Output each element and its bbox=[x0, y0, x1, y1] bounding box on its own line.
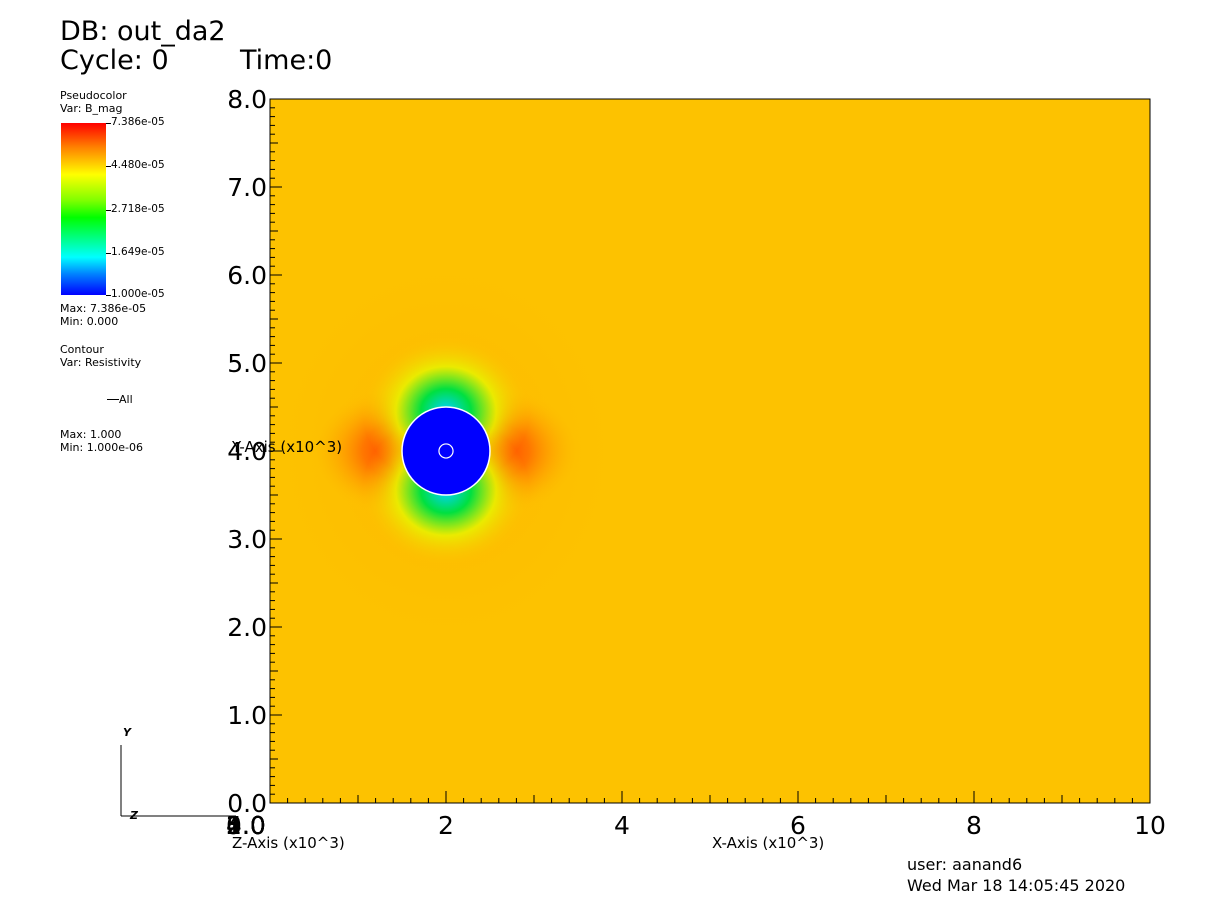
y-tick-label: 8.0 bbox=[227, 85, 267, 114]
y-tick-label: 5.0 bbox=[227, 349, 267, 378]
y-axis-label: Y-Axis (x10^3) bbox=[231, 438, 342, 456]
cycle-label: Cycle: 0 bbox=[60, 45, 169, 76]
pseudocolor-min: Min: 0.000 bbox=[60, 315, 119, 328]
y-tick-label: 1.0 bbox=[227, 701, 267, 730]
colorbar-tick-label: 4.480e-05 bbox=[111, 159, 165, 171]
y-tick-label: 4.0 bbox=[227, 437, 267, 466]
colorbar-tick bbox=[106, 166, 111, 167]
y-tick-label: 0.0 bbox=[227, 789, 267, 818]
triad-z-label: Z bbox=[130, 809, 138, 822]
x-axis-label: X-Axis (x10^3) bbox=[712, 834, 824, 852]
colorbar-tick-label: 7.386e-05 bbox=[111, 116, 165, 128]
colorbar-tick-label: 1.000e-05 bbox=[111, 288, 165, 300]
colorbar-tick-label: 1.649e-05 bbox=[111, 246, 165, 258]
pseudocolor-max: Max: 7.386e-05 bbox=[60, 302, 147, 315]
contour-inner-circle bbox=[438, 443, 454, 459]
pseudocolor-title: Pseudocolor bbox=[60, 89, 127, 102]
y-tick-label: 2.0 bbox=[227, 613, 267, 642]
contour-max: Max: 1.000 bbox=[60, 428, 122, 441]
contour-min: Min: 1.000e-06 bbox=[60, 441, 143, 454]
contour-var: Var: Resistivity bbox=[60, 356, 142, 369]
colorbar bbox=[61, 123, 106, 295]
footer-date: Wed Mar 18 14:05:45 2020 bbox=[907, 876, 1126, 895]
x-tick-label: 6 bbox=[790, 811, 806, 840]
time-label: Time:0 bbox=[240, 45, 333, 76]
contour-title: Contour bbox=[60, 343, 104, 356]
colorbar-tick bbox=[106, 295, 111, 296]
x-tick-label: 8 bbox=[966, 811, 982, 840]
z-axis-label: Z-Axis (x10^3) bbox=[232, 834, 345, 852]
colorbar-tick-label: 2.718e-05 bbox=[111, 203, 165, 215]
y-tick-label: 7.0 bbox=[227, 173, 267, 202]
db-label: DB: out_da2 bbox=[60, 16, 226, 47]
x-tick-label: 2 bbox=[438, 811, 454, 840]
triad-y-label: Y bbox=[123, 726, 131, 739]
colorbar-tick bbox=[106, 210, 111, 211]
contour-legend-entry: All bbox=[119, 393, 133, 406]
y-tick-label: 3.0 bbox=[227, 525, 267, 554]
contour-legend-swatch bbox=[107, 399, 119, 400]
x-tick-label: 10 bbox=[1134, 811, 1166, 840]
y-tick-label: 6.0 bbox=[227, 261, 267, 290]
colorbar-tick bbox=[106, 253, 111, 254]
footer-user: user: aanand6 bbox=[907, 855, 1023, 874]
x-tick-label: 4 bbox=[614, 811, 630, 840]
contour-circle bbox=[401, 406, 491, 496]
pseudocolor-var: Var: B_mag bbox=[60, 102, 123, 115]
colorbar-tick bbox=[106, 123, 111, 124]
